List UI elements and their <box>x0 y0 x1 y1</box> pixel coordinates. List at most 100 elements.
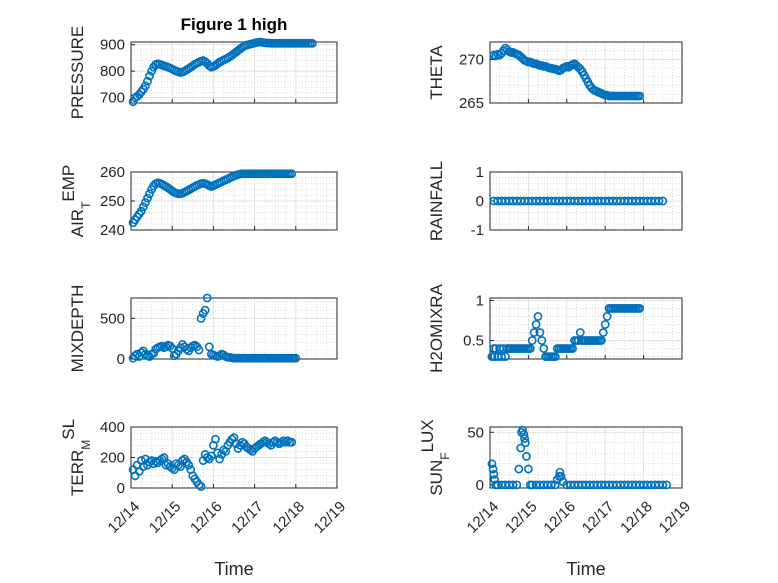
data-series <box>487 304 645 361</box>
y-axis-label: MIXDEPTH <box>68 285 87 373</box>
x-tick-label: 12/19 <box>311 498 350 537</box>
chart-title: Figure 1 high <box>181 15 288 34</box>
y-tick-label: 50 <box>467 424 484 441</box>
data-point <box>497 352 506 361</box>
subplot-7: 0 200 400 12/14 12/15 12/16 12/17 12/18 12/19 TER… <box>59 419 350 579</box>
data-point <box>196 482 206 491</box>
axes-frame <box>489 297 683 360</box>
data-point <box>157 454 167 464</box>
data-point <box>516 443 526 453</box>
data-point <box>141 198 150 207</box>
data-point <box>512 480 522 490</box>
subplot-5: 0 500 MIXDEPTH <box>68 285 338 373</box>
data-series <box>489 196 668 206</box>
data-point <box>654 196 664 206</box>
data-point <box>215 351 224 361</box>
y-tick-label: 260 <box>100 164 125 181</box>
data-point <box>145 189 154 199</box>
data-point <box>550 352 560 361</box>
x-tick-label: 12/16 <box>187 498 226 537</box>
data-point <box>138 462 148 472</box>
data-point <box>539 344 549 353</box>
subplot-6: 0.5 1 H2OMIXRA <box>427 283 683 373</box>
data-point <box>145 457 154 467</box>
data-point <box>598 328 608 337</box>
data-point <box>535 328 545 337</box>
data-point <box>547 480 556 490</box>
data-point <box>489 469 499 479</box>
data-point <box>568 344 577 353</box>
x-tick-label: 12/18 <box>617 498 656 537</box>
x-tick-label: 12/17 <box>228 498 267 537</box>
data-point <box>508 480 518 490</box>
data-point <box>194 345 204 355</box>
data-point <box>165 341 175 351</box>
data-point <box>527 336 537 345</box>
data-series <box>128 433 297 491</box>
data-point <box>520 434 529 443</box>
x-tick-label: 12/14 <box>464 498 503 537</box>
axes-frame <box>489 41 683 104</box>
x-tick-label: 12/17 <box>579 498 618 537</box>
y-axis-label: PRESSURE <box>68 26 87 120</box>
data-point <box>211 434 220 444</box>
data-point <box>184 460 194 470</box>
data-point <box>287 437 297 447</box>
x-tick-label: 12/15 <box>502 498 541 537</box>
y-tick-label: -1 <box>471 222 484 239</box>
y-tick-label: 500 <box>100 310 125 327</box>
data-point <box>307 38 317 48</box>
data-point <box>487 352 497 361</box>
data-point <box>287 169 297 179</box>
data-point <box>556 472 566 481</box>
data-point <box>200 305 210 315</box>
data-point <box>514 464 524 474</box>
y-tick-label: 700 <box>100 90 125 107</box>
data-point <box>178 456 187 465</box>
y-tick-label: 1 <box>476 292 484 309</box>
axes-frame <box>130 41 338 104</box>
data-point <box>596 336 606 345</box>
x-tick-label: 12/15 <box>146 498 185 537</box>
y-tick-label: 1 <box>476 164 484 181</box>
data-point <box>488 464 498 474</box>
subplot-3: 240 250 260 AIRTEMP <box>59 164 338 239</box>
y-tick-label: 0 <box>117 480 125 497</box>
y-axis-label: TERRMSL <box>59 419 94 496</box>
data-point <box>529 328 539 337</box>
subplot-4: -1 0 1 RAINFALL <box>427 161 683 241</box>
data-point <box>500 352 510 361</box>
data-point <box>196 313 206 323</box>
data-point <box>550 480 560 490</box>
data-point <box>662 480 672 490</box>
y-axis-label: THETA <box>427 45 446 100</box>
y-tick-label: 400 <box>100 419 125 436</box>
data-point <box>487 459 497 469</box>
subplot-8: 0 50 12/14 12/15 12/16 12/17 12/18 12/19 SUNFLUX… <box>418 419 695 579</box>
data-point <box>283 436 292 446</box>
data-point <box>281 437 290 447</box>
data-point <box>145 71 154 81</box>
y-tick-label: 200 <box>100 450 125 467</box>
data-point <box>159 453 169 462</box>
data-point <box>602 312 612 321</box>
data-point <box>531 320 541 329</box>
data-point <box>575 328 585 337</box>
y-axis-label: H2OMIXRA <box>427 283 446 372</box>
y-axis-label: AIRTEMP <box>59 165 94 238</box>
data-series <box>487 425 672 490</box>
data-point <box>520 438 530 448</box>
data-series <box>128 37 317 107</box>
data-point <box>141 81 150 91</box>
y-axis-label: RAINFALL <box>427 161 446 241</box>
data-point <box>600 320 610 329</box>
x-axis-label: Time <box>214 559 253 579</box>
x-tick-label: 12/14 <box>105 498 144 537</box>
data-series <box>128 169 297 228</box>
data-point <box>138 202 148 212</box>
data-point <box>202 453 212 462</box>
data-point <box>635 304 645 313</box>
data-point <box>194 480 204 490</box>
data-point <box>136 206 146 216</box>
